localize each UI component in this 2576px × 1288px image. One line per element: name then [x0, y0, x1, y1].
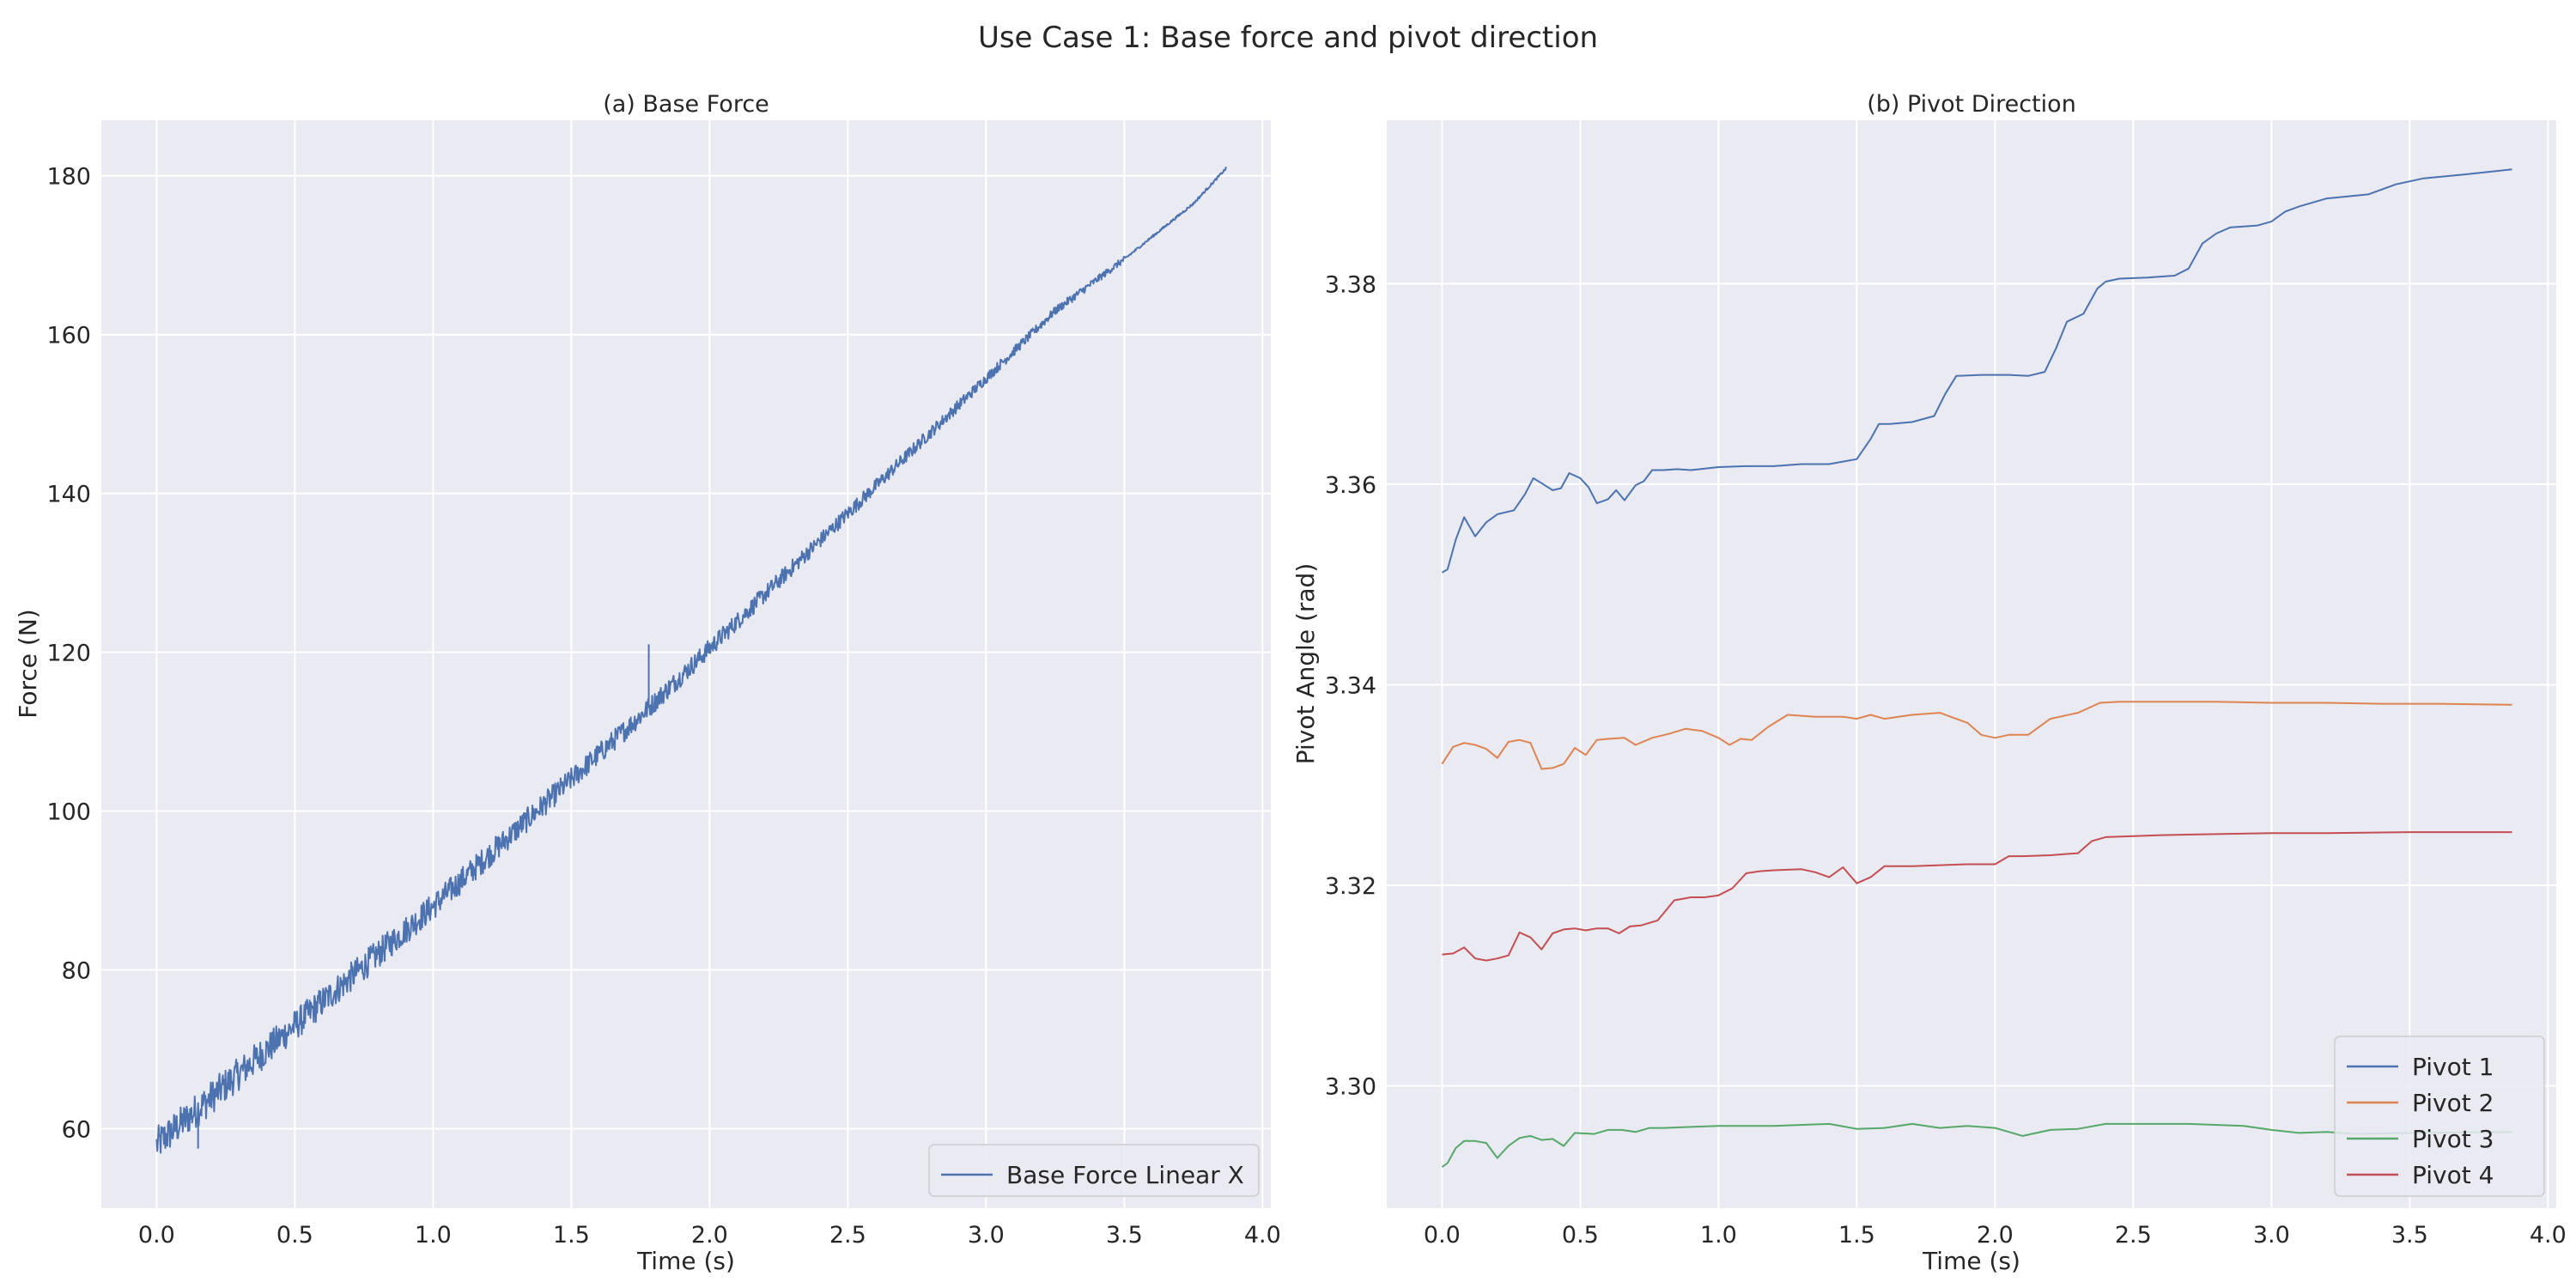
legend-entry: Pivot 2: [2412, 1089, 2494, 1117]
y-ticks-a: 60 80 100 120 140 160 180: [46, 164, 91, 1144]
grid-b: [1387, 120, 2556, 1208]
x-tick-label: 4.0: [1244, 1222, 1281, 1249]
x-tick-label: 1.0: [415, 1222, 452, 1249]
panel-title-a: (a) Base Force: [603, 91, 769, 118]
x-tick-label: 3.0: [968, 1222, 1005, 1249]
legend-b: Pivot 1 Pivot 2 Pivot 3 Pivot 4: [2334, 1036, 2545, 1197]
y-tick-label: 3.36: [1325, 472, 1376, 499]
x-tick-label: 0.5: [276, 1222, 313, 1249]
legend-a: Base Force Linear X: [928, 1144, 1260, 1197]
x-tick-label: 4.0: [2530, 1222, 2567, 1249]
y-tick-label: 120: [46, 641, 91, 667]
y-tick-label: 80: [62, 958, 91, 985]
series-group-b: [1441, 168, 2512, 1168]
panel-title-b: (b) Pivot Direction: [1867, 91, 2076, 118]
y-tick-label: 3.32: [1325, 873, 1376, 900]
y-tick-label: 140: [46, 482, 91, 508]
x-axis-label-a: Time (s): [636, 1247, 735, 1275]
grid-a: [101, 120, 1271, 1208]
x-tick-label: 2.5: [829, 1222, 866, 1249]
x-tick-label: 2.5: [2115, 1222, 2152, 1249]
series-line-base-force-linear-x: [155, 167, 1227, 1154]
legend-entry: Pivot 3: [2412, 1125, 2494, 1153]
legend-box: [2334, 1036, 2545, 1197]
y-tick-label: 100: [46, 799, 91, 826]
figure-title: Use Case 1: Base force and pivot directi…: [978, 21, 1598, 55]
legend-entry: Pivot 1: [2412, 1053, 2494, 1081]
y-tick-label: 3.38: [1325, 271, 1376, 298]
panel-pivot-direction: 0.0 0.5 1.0 1.5 2.0 2.5 3.0 3.5 4.0 3.30 3.32 3.34…: [1291, 91, 2567, 1275]
y-axis-label-b: Pivot Angle (rad): [1291, 563, 1320, 765]
x-tick-label: 3.0: [2253, 1222, 2290, 1249]
legend-box: [928, 1144, 1260, 1197]
x-tick-label: 3.5: [2391, 1222, 2428, 1249]
x-tick-label: 1.5: [553, 1222, 590, 1249]
panel-base-force: 0.0 0.5 1.0 1.5 2.0 2.5 3.0 3.5 4.0 60 80 100 120 14…: [14, 91, 1281, 1275]
y-tick-label: 60: [62, 1117, 91, 1144]
series-line-pivot-2: [1441, 701, 2512, 770]
series-line-pivot-4: [1442, 831, 2512, 962]
x-tick-label: 0.0: [138, 1222, 175, 1249]
x-tick-label: 1.5: [1838, 1222, 1875, 1249]
x-tick-label: 0.0: [1424, 1222, 1461, 1249]
y-tick-label: 3.34: [1325, 672, 1376, 699]
y-tick-label: 180: [46, 164, 91, 191]
x-tick-label: 2.0: [691, 1222, 728, 1249]
y-tick-label: 3.30: [1325, 1074, 1376, 1101]
series-line-pivot-1: [1441, 168, 2512, 574]
legend-entry: Pivot 4: [2412, 1161, 2494, 1189]
plot-area-b: [1387, 120, 2556, 1208]
x-tick-label: 1.0: [1700, 1222, 1737, 1249]
x-ticks-b: 0.0 0.5 1.0 1.5 2.0 2.5 3.0 3.5 4.0: [1424, 1222, 2567, 1249]
x-axis-label-b: Time (s): [1922, 1247, 2020, 1275]
y-tick-label: 160: [46, 323, 91, 349]
x-ticks-a: 0.0 0.5 1.0 1.5 2.0 2.5 3.0 3.5 4.0: [138, 1222, 1281, 1249]
series-group-a: [155, 167, 1227, 1154]
x-tick-label: 2.0: [1977, 1222, 2014, 1249]
x-tick-label: 3.5: [1106, 1222, 1143, 1249]
x-tick-label: 0.5: [1562, 1222, 1599, 1249]
y-ticks-b: 3.30 3.32 3.34 3.36 3.38: [1325, 271, 1376, 1100]
legend-entry: Base Force Linear X: [1006, 1161, 1244, 1189]
series-line-pivot-3: [1441, 1122, 2512, 1168]
y-axis-label-a: Force (N): [14, 609, 42, 718]
